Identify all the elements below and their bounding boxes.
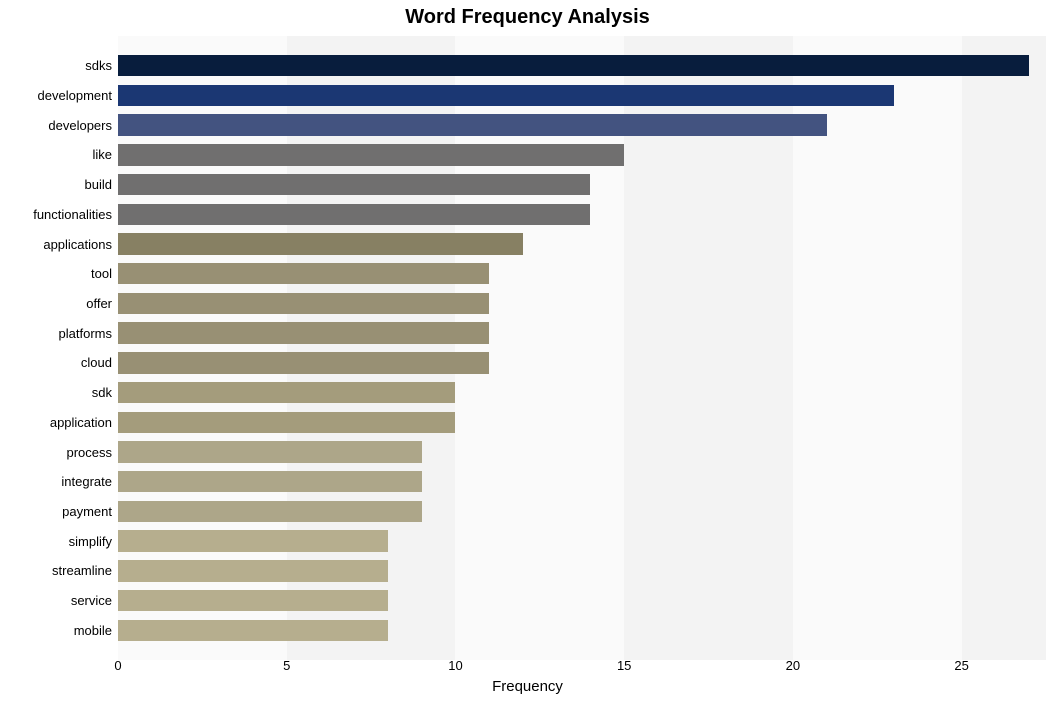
y-tick-label: application — [50, 415, 112, 430]
bar — [118, 293, 489, 314]
y-tick-label: process — [66, 445, 112, 460]
bar — [118, 382, 455, 403]
bar — [118, 501, 422, 522]
bar — [118, 412, 455, 433]
grid-panel — [962, 36, 1046, 660]
x-tick-label: 25 — [954, 658, 968, 673]
bar — [118, 560, 388, 581]
chart-container: Word Frequency Analysis Frequency sdks de… — [0, 0, 1055, 701]
bar — [118, 263, 489, 284]
bar — [118, 352, 489, 373]
bar — [118, 174, 590, 195]
y-tick-label: build — [85, 177, 112, 192]
x-tick-label: 15 — [617, 658, 631, 673]
y-tick-label: cloud — [81, 355, 112, 370]
bar — [118, 471, 422, 492]
y-tick-label: sdk — [92, 385, 112, 400]
bar — [118, 233, 523, 254]
bar — [118, 322, 489, 343]
bar — [118, 144, 624, 165]
bar — [118, 620, 388, 641]
x-tick-label: 5 — [283, 658, 290, 673]
bar — [118, 441, 422, 462]
y-tick-label: sdks — [85, 58, 112, 73]
y-tick-label: integrate — [61, 474, 112, 489]
bar — [118, 55, 1029, 76]
y-tick-label: like — [92, 147, 112, 162]
y-tick-label: applications — [43, 237, 112, 252]
bar — [118, 85, 894, 106]
y-tick-label: tool — [91, 266, 112, 281]
x-tick-label: 20 — [786, 658, 800, 673]
y-tick-label: mobile — [74, 623, 112, 638]
y-tick-label: development — [38, 88, 112, 103]
x-axis-label: Frequency — [0, 678, 1055, 695]
plot-area — [118, 36, 1046, 660]
y-tick-label: payment — [62, 504, 112, 519]
bar — [118, 204, 590, 225]
bar — [118, 590, 388, 611]
bar — [118, 114, 827, 135]
y-tick-label: functionalities — [33, 207, 112, 222]
y-tick-label: simplify — [69, 534, 112, 549]
chart-title: Word Frequency Analysis — [0, 6, 1055, 29]
x-tick-label: 10 — [448, 658, 462, 673]
y-tick-label: developers — [48, 118, 112, 133]
bar — [118, 530, 388, 551]
y-tick-label: service — [71, 593, 112, 608]
x-tick-label: 0 — [114, 658, 121, 673]
y-tick-label: platforms — [59, 326, 112, 341]
y-tick-label: offer — [86, 296, 112, 311]
y-tick-label: streamline — [52, 563, 112, 578]
